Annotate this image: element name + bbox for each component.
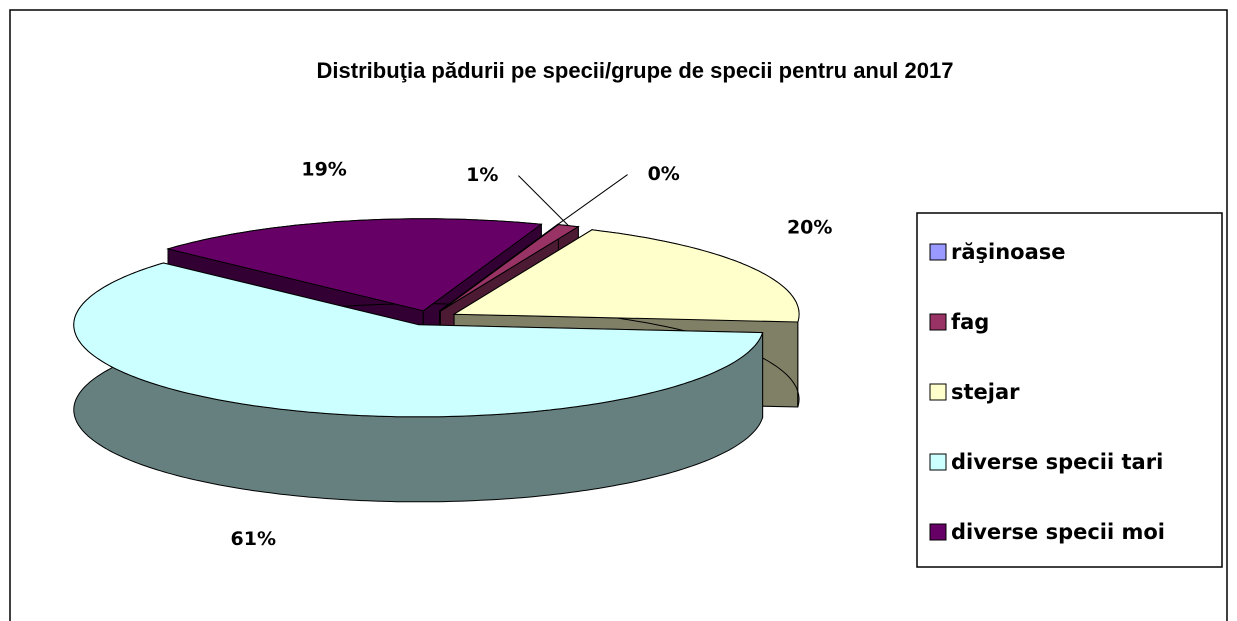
data-label: 20% [787,217,832,239]
slice [452,229,800,323]
data-label: 19% [301,158,346,180]
slice [73,262,764,418]
legend-label: răşinoase [951,240,1066,264]
legend-swatch [929,383,947,401]
legend-swatch [929,523,947,541]
leader-line [557,174,628,225]
legend-swatch [929,313,947,331]
legend-label: diverse specii tari [951,450,1163,474]
chart-frame [9,9,1228,621]
legend-label: stejar [951,380,1020,404]
legend-swatch [929,243,947,261]
chart-title: Distribuţia pădurii pe specii/grupe de s… [317,58,954,83]
legend-swatch [929,453,947,471]
leader-line [518,175,569,226]
slice [166,218,543,312]
legend-label: diverse specii moi [951,520,1165,544]
data-label: 1% [466,164,498,186]
legend-label: fag [951,310,989,334]
data-label: 61% [231,528,276,550]
legend-box [916,212,1223,568]
data-label: 0% [648,163,680,185]
